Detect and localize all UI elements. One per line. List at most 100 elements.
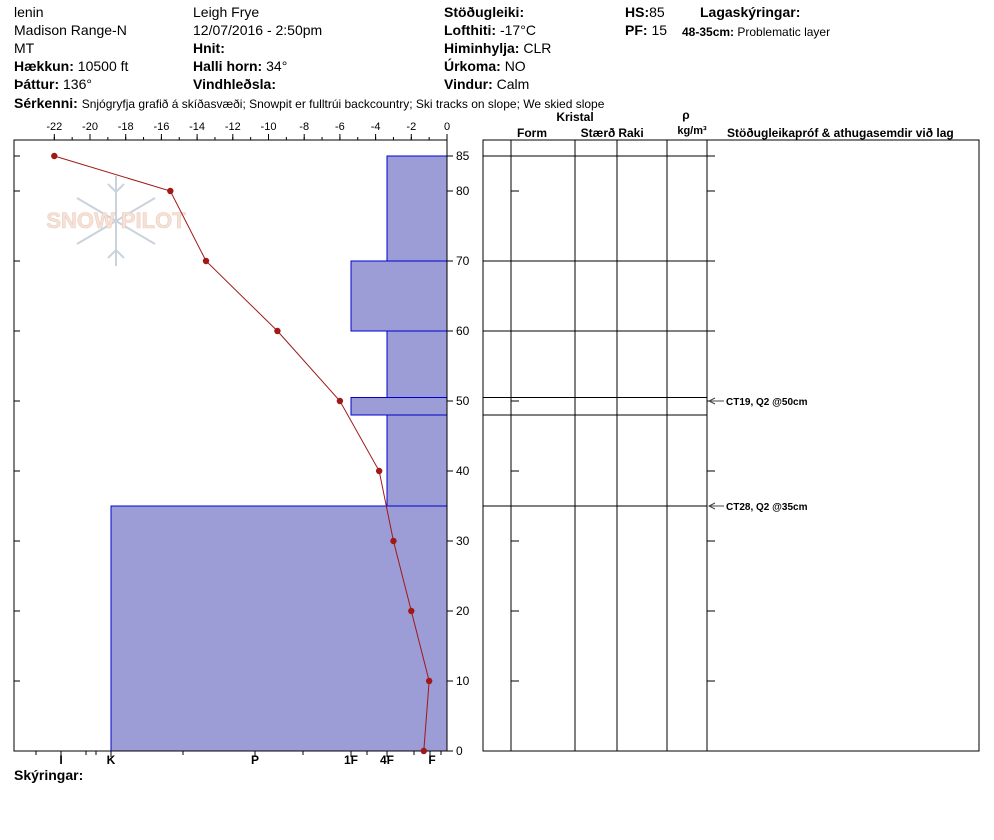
observer-name: Leigh Frye [193,4,260,20]
test-label: CT28, Q2 @35cm [726,502,808,513]
hardness-profile [110,155,448,752]
observation-datetime: 12/07/2016 - 2:50pm [193,22,323,38]
precip-value: NO [504,58,526,74]
hardness-tick-label: I [59,753,62,767]
temperature-point [336,397,344,405]
temperature-point [425,677,433,685]
snowflake-icon [76,176,156,266]
logo-text: SNOW PILOT [46,208,186,233]
elevation-value: 10500 ft [77,58,129,74]
precip-row: Úrkoma: NO [444,58,526,74]
temp-tick-label: -4 [371,121,381,133]
hs-label: HS: [625,4,650,20]
temperature-axis: -22 -20 -18 -16 -14 -12 -10 -8 -6 -4 -2 0 [46,121,450,140]
hardness-layer [110,505,448,752]
temp-tick-label: -10 [261,121,277,133]
air-temp-value: -17°C [499,22,536,38]
depth-tick-label: 70 [456,254,470,268]
hardness-layer [350,397,448,416]
layers-label: Lagaskýringar: [700,4,801,20]
slope-row: Halli horn: 34° [193,58,287,74]
state-name: MT [14,40,35,56]
temperature-point [51,152,58,160]
pf-label: PF: [625,22,648,38]
temp-tick-label: -12 [225,121,241,133]
precip-label: Úrkoma: [444,58,501,74]
layer-table [482,139,980,752]
elevation-row: Hækkun: 10500 ft [14,58,128,74]
temperature-point [420,747,427,755]
temperature-point [202,257,210,265]
hardness-layer [386,155,448,262]
temp-tick-label: -22 [46,121,62,133]
size-header: Stærð [581,126,616,140]
hardness-tick-label: F [428,753,435,767]
features-text: Snjógryfja grafið á skíðasvæði; Snowpit … [81,97,605,111]
temp-tick-label: -14 [189,121,205,133]
hs-row: HS:85 [625,4,665,20]
hardness-tick-label: 1F [344,753,358,767]
stability-label: Stöðugleiki: [444,4,525,20]
temp-tick-label: -2 [406,121,416,133]
temp-tick-label: -20 [82,121,98,133]
depth-tick-label: 80 [456,184,470,198]
form-header: Form [517,126,547,140]
depth-tick-label: 0 [456,744,463,758]
hardness-layer [350,260,448,332]
sky-label: Himinhylja: [444,40,520,56]
temperature-line [54,155,430,752]
wind-row: Vindur: Calm [444,76,529,92]
moisture-header: Raki [618,126,643,140]
pf-row: PF: 15 [625,22,667,38]
temperature-profile [51,152,433,755]
wind-label: Vindur: [444,76,493,92]
elevation-label: Hækkun: [14,58,74,74]
stability-tests: CT19, Q2 @50cm CT28, Q2 @35cm [707,397,808,513]
hardness-tick-label: 4F [380,753,394,767]
density-unit: kg/m³ [677,125,707,137]
wind-loading-label: Vindhleðsla: [193,76,276,92]
notes-label: Skýringar: [14,767,84,783]
snowpilot-logo: SNOW PILOT [46,176,187,266]
wind-value: Calm [496,76,530,92]
arrow-left-icon [707,502,716,510]
layer-note-range: 48-35cm: [682,25,735,39]
temperature-point [390,537,397,545]
temp-tick-label: -8 [299,121,309,133]
layer-note-text: Problematic layer [737,25,831,39]
hardness-axis: I K P 1F 4F F [35,751,442,767]
temperature-point [167,187,174,195]
crystal-header: Kristal [556,110,593,124]
temp-tick-label: 0 [444,121,450,133]
slope-value: 34° [266,58,288,74]
aspect-label: Þáttur: [14,76,60,92]
temperature-point [375,467,383,475]
features-row: Sérkenni: Snjógryfja grafið á skíðasvæði… [14,95,604,112]
depth-tick-label: 60 [456,324,470,338]
layer-note: 48-35cm: Problematic layer [682,24,830,40]
table-border [482,139,980,752]
coords-label: Hnit: [193,40,225,56]
depth-tick-label: 20 [456,604,470,618]
depth-tick-label: 85 [456,149,470,163]
temp-tick-label: -16 [153,121,169,133]
hs-value: 85 [649,4,665,20]
density-symbol: ρ [682,108,689,122]
temperature-point [274,327,281,335]
slope-label: Halli horn: [193,58,263,74]
air-temp-row: Lofthiti: -17°C [444,22,536,38]
sky-row: Himinhylja: CLR [444,40,551,56]
aspect-value: 136° [63,76,92,92]
test-label: CT19, Q2 @50cm [726,397,808,408]
air-temp-label: Lofthiti: [444,22,497,38]
temp-tick-label: -6 [335,121,345,133]
depth-tick-label: 30 [456,534,470,548]
hardness-tick-label: K [107,753,116,767]
hardness-layer [386,414,448,507]
depth-tick-label: 50 [456,394,470,408]
range-name: Madison Range-N [14,22,127,38]
sky-value: CLR [523,40,552,56]
tests-header: Stöðugleikapróf & athugasemdir við lag [727,126,954,140]
aspect-row: Þáttur: 136° [14,76,92,92]
